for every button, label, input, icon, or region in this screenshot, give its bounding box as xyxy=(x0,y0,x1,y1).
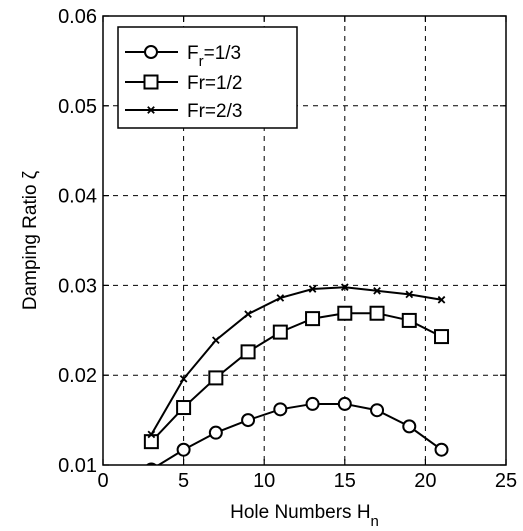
data-point-x xyxy=(212,336,220,345)
data-point-x xyxy=(405,290,414,299)
data-point-circle xyxy=(273,402,288,417)
y-tick-label: 0.05 xyxy=(58,96,97,118)
series-3 xyxy=(147,283,446,439)
legend-label-rest: =1/3 xyxy=(204,43,242,64)
legend: Fr=1/3 Fr=1/2 Fr=2/3 xyxy=(117,26,298,129)
data-point-circle xyxy=(176,442,191,457)
x-axis-label: Hole Numbers Hn xyxy=(230,502,379,530)
data-point-x xyxy=(276,294,285,302)
data-point-x xyxy=(373,286,381,295)
y-tick-label: 0.02 xyxy=(58,365,97,387)
plot-area-frame xyxy=(102,15,507,466)
data-point-x xyxy=(147,106,155,114)
data-point-circle xyxy=(305,396,320,411)
data-point-square xyxy=(240,344,256,360)
data-point-x xyxy=(179,374,188,383)
y-tick-label: 0.01 xyxy=(58,455,97,477)
data-point-square xyxy=(401,312,417,328)
data-point-square xyxy=(369,305,385,321)
data-point-square xyxy=(337,305,353,321)
series-line xyxy=(156,402,443,465)
y-tick-label: 0.06 xyxy=(58,6,97,28)
data-point-square xyxy=(434,329,450,345)
series-line xyxy=(150,286,442,435)
legend-label-subscript: r xyxy=(199,53,204,70)
x-tick-label: 10 xyxy=(253,470,275,492)
x-tick-label: 25 xyxy=(495,470,517,492)
legend-label: Fr=1/3 xyxy=(187,43,241,70)
data-point-x xyxy=(340,283,349,292)
data-point-square xyxy=(143,74,159,90)
series-1 xyxy=(145,396,449,465)
y-axis-label: Damping Ratio ζ xyxy=(20,170,41,310)
data-point-circle xyxy=(337,396,352,411)
series-line xyxy=(150,312,442,443)
data-point-x xyxy=(244,310,252,318)
data-point-x xyxy=(308,285,317,293)
legend-label-main: F xyxy=(187,43,199,64)
y-tick-label: 0.03 xyxy=(58,275,97,297)
data-point-square xyxy=(143,434,159,450)
y-tick-label: 0.04 xyxy=(58,186,97,208)
data-point-x xyxy=(437,295,446,304)
legend-entry-2: Fr=1/2 xyxy=(125,73,242,94)
series-layer xyxy=(143,283,450,465)
x-axis-label-main: Hole Numbers H xyxy=(230,502,370,523)
x-tick-label: 15 xyxy=(334,470,356,492)
legend-label-main: Fr=2/3 xyxy=(187,101,242,122)
x-axis-label-subscript: n xyxy=(371,513,379,530)
data-point-square xyxy=(208,370,224,386)
data-point-square xyxy=(272,324,288,340)
legend-entry-1: Fr=1/3 xyxy=(125,43,241,70)
data-point-circle xyxy=(402,419,417,434)
data-point-x xyxy=(147,430,156,439)
data-point-square xyxy=(176,400,192,416)
data-point-circle xyxy=(434,442,449,457)
data-point-circle xyxy=(241,413,256,428)
data-point-circle xyxy=(370,403,385,418)
legend-entry-3: Fr=2/3 xyxy=(125,101,242,122)
legend-label-main: Fr=1/2 xyxy=(187,73,242,94)
data-point-circle xyxy=(208,425,223,440)
data-point-square xyxy=(305,311,321,327)
data-point-circle xyxy=(144,45,158,59)
x-tick-label: 5 xyxy=(178,470,189,492)
axis-ticks: 0 5 10 15 20 25 0.01 0.02 0.03 0.04 0.05 0.06 xyxy=(58,6,517,492)
x-tick-label: 20 xyxy=(414,470,436,492)
x-tick-label: 0 xyxy=(97,470,108,492)
legend-label: Fr=2/3 xyxy=(187,101,242,122)
legend-label: Fr=1/2 xyxy=(187,73,242,94)
